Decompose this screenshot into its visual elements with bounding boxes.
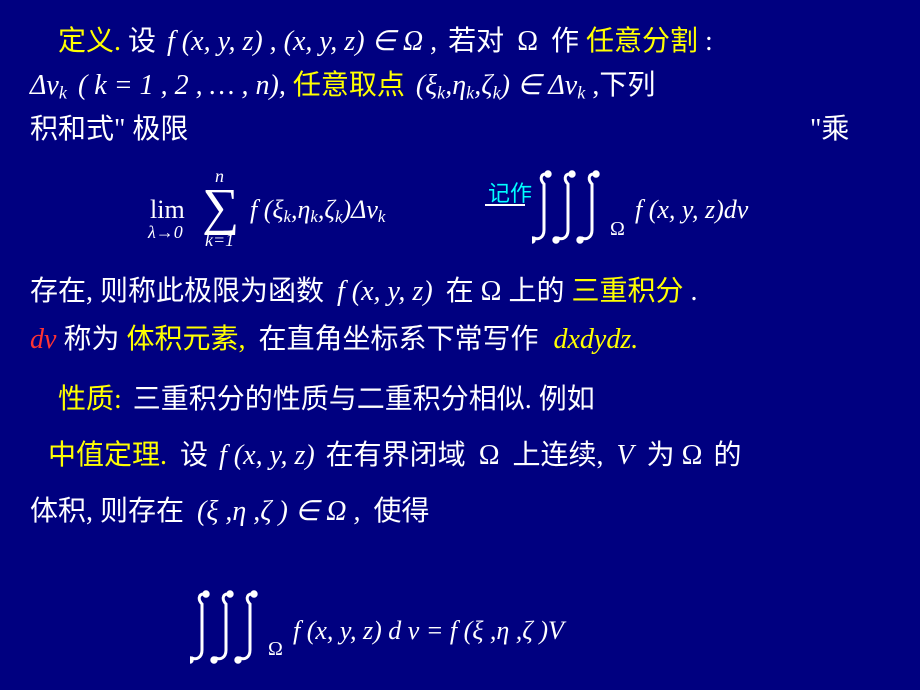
math-fxyz: f (x, y, z) — [337, 276, 433, 307]
txt: : — [705, 26, 713, 57]
txt: 使得 — [374, 496, 430, 527]
omega-sub: Ω — [610, 218, 625, 241]
txt-line3a: 积和式" 极限 — [30, 116, 188, 144]
math-dxdydz: dxdydz. — [553, 324, 638, 355]
txt: 设 — [128, 26, 156, 57]
math-omega: Ω — [682, 440, 703, 471]
math-fxyz: f (x, y, z) , (x, y, z) ∈ Ω , — [167, 26, 437, 57]
math-krange: ( k = 1 , 2 , … , n), — [78, 70, 286, 101]
txt-line3b: "乘 — [810, 116, 849, 144]
txt: Δv — [30, 70, 59, 101]
keyword-point: 任意取点 — [293, 70, 405, 101]
txt: 上的 — [508, 276, 564, 307]
math-omega: Ω — [481, 276, 502, 307]
t: k — [493, 83, 501, 103]
t: k — [466, 83, 474, 103]
omega-sub: Ω — [268, 638, 283, 661]
triple-integral-icon — [532, 168, 622, 246]
heading-definition: 定义. — [58, 26, 121, 57]
sigma-bot: k=1 — [205, 230, 234, 251]
txt: 在 — [446, 276, 474, 307]
math-V: V — [617, 440, 634, 471]
txt: 的 — [713, 440, 741, 471]
f-dv: f (x, y, z)dv — [635, 195, 748, 225]
lim: lim — [150, 195, 185, 225]
txt: . — [691, 276, 698, 307]
txt: 存在, 则称此极限为函数 — [30, 276, 324, 307]
txt: 在直角坐标系下常写作 — [258, 324, 538, 355]
t: ξ — [425, 70, 437, 101]
t: η — [452, 70, 466, 101]
sigma-top: n — [215, 166, 224, 187]
formula-expr: f (x, y, z) d v = f (ξ ,η ,ζ )V — [293, 616, 564, 646]
t: v — [565, 70, 577, 101]
lim-sub: λ→0 — [148, 222, 183, 243]
keyword-partition: 任意分割 — [586, 26, 698, 57]
txt: 上连续, — [513, 440, 604, 471]
txt: 体积, 则存在 — [30, 496, 184, 527]
formula-limit-sum: lim λ→0 ∑ n k=1 f (ξk,ηk,ζk)Δvk 记作 Ω f (… — [150, 160, 770, 260]
keyword-volume-element: 体积元素, — [126, 324, 245, 355]
keyword-triple-integral: 三重积分 — [572, 276, 684, 307]
t: ζ — [481, 70, 492, 101]
sub: k — [59, 83, 67, 103]
txt: ,下列 — [592, 70, 655, 101]
f-term: f (ξk,ηk,ζk)Δvk — [250, 195, 385, 227]
math-omega: Ω — [479, 440, 500, 471]
math-point: (ξk,ηk,ζk) ∈ Δvk — [416, 70, 592, 101]
txt: 为 — [647, 440, 675, 471]
t: k — [577, 83, 585, 103]
t: ( — [416, 70, 425, 101]
txt: 若对 — [448, 26, 504, 57]
triple-integral-icon — [190, 588, 280, 671]
formula-mean-value: Ω f (x, y, z) d v = f (ξ ,η ,ζ )V — [190, 588, 750, 678]
txt: 三重积分的性质与二重积分相似. 例如 — [133, 384, 595, 415]
math-omega: Ω — [517, 26, 538, 57]
label-jizuo: 记作 — [488, 176, 532, 208]
txt: 作 — [551, 26, 579, 57]
txt: 称为 — [63, 324, 119, 355]
math-fxyz: f (x, y, z) — [219, 440, 315, 471]
txt: 在有界闭域 — [326, 440, 466, 471]
heading-property: 性质: — [58, 384, 122, 415]
math-point-omega: (ξ ,η ,ζ ) ∈ Ω , — [197, 496, 361, 527]
txt: 设 — [180, 440, 208, 471]
math-dvk: Δvk — [30, 70, 74, 101]
t: ) ∈ Δ — [501, 70, 565, 101]
heading-mean-value: 中值定理. — [48, 440, 167, 471]
math-dv: dv — [30, 324, 56, 355]
